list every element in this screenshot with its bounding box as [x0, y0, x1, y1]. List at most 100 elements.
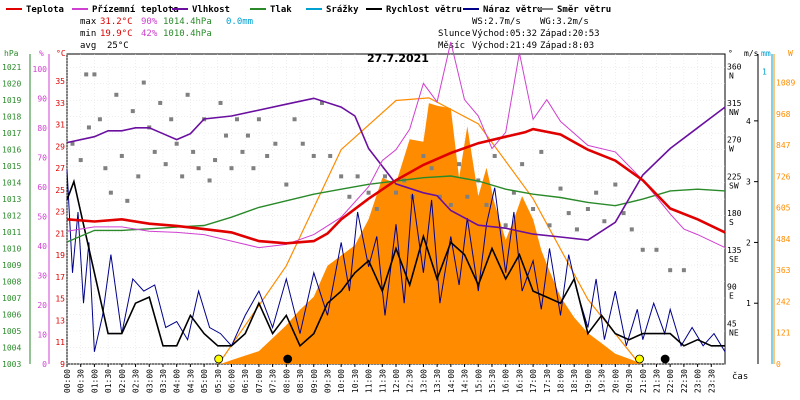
solar-axis-unit: W [788, 49, 793, 58]
x-tick-label: 18:00 [557, 369, 566, 393]
wind-direction-point [196, 166, 201, 171]
temperature-tick-label: 33 [55, 99, 65, 108]
stats-min-label: min [80, 29, 96, 39]
pressure-tick-label: 1020 [2, 80, 21, 89]
wind-direction-point [328, 153, 333, 158]
temperature-tick-label: 9 [60, 360, 65, 369]
wind-direction-point [613, 182, 618, 187]
clear-sky-radiation-line [218, 97, 640, 365]
wind-direction-point [374, 207, 379, 211]
x-tick-label: 13:00 [419, 369, 428, 393]
wind-direction-point [520, 162, 525, 167]
pressure-tick-label: 1008 [2, 278, 21, 287]
wind-direction-point [394, 190, 398, 195]
direction-tick-label: 135 [727, 246, 742, 255]
wind-direction-point [585, 207, 590, 211]
wind-direction-point [654, 247, 659, 252]
temperature-tick-label: 15 [55, 295, 65, 304]
wind-direction-point [681, 268, 686, 273]
x-tick-label: 08:30 [296, 369, 305, 393]
stats-min-hum: 42% [141, 29, 158, 39]
x-tick-label: 13:30 [433, 369, 442, 393]
direction-tick-label: 90 [727, 283, 737, 292]
pressure-tick-label: 1021 [2, 63, 21, 72]
temperature-tick-label: 11 [55, 338, 65, 347]
temperature-tick-label: 17 [55, 273, 65, 282]
stats-max-label: max [80, 17, 97, 27]
wind-direction-point [457, 162, 462, 167]
wind-direction-point [421, 153, 426, 158]
wind-direction-point [245, 133, 250, 138]
x-tick-label: 12:00 [392, 369, 401, 393]
x-tick-label: 00:00 [63, 369, 72, 393]
rain-tick-label: 1 [762, 68, 767, 77]
chart-legend: Teplota Přízemní teplota Vlhkost Tlak Srážky… [6, 4, 611, 15]
legend-label: Směr větru [557, 4, 611, 15]
temperature-tick-label: 23 [55, 208, 65, 217]
x-tick-label: 14:30 [461, 369, 470, 393]
direction-tick-name: NW [729, 108, 739, 117]
wind-direction-point [234, 117, 239, 122]
wind-direction-point [169, 117, 174, 122]
wind-direction-point [273, 141, 278, 146]
x-tick-label: 19:30 [598, 369, 607, 393]
solar-tick-label: 363 [776, 266, 791, 275]
pressure-tick-label: 1019 [2, 96, 21, 105]
wind-direction-point [207, 178, 212, 183]
rain-axis-unit: mm [761, 49, 771, 58]
x-tick-label: 20:30 [625, 369, 634, 393]
wind-direction-point [108, 190, 113, 195]
humidity-axis-unit: % [39, 49, 44, 58]
moonset-marker [283, 354, 293, 364]
x-tick-label: 09:30 [323, 369, 332, 393]
solar-radiation-area [220, 103, 643, 364]
wind-direction-point [629, 227, 634, 232]
sunset-marker [635, 354, 644, 364]
wind-tick-label: 2 [746, 238, 751, 247]
wind-direction-point [78, 158, 83, 163]
wind-ws: WS:2.7m/s [472, 17, 521, 27]
wind-direction-point [70, 141, 75, 146]
wind-direction-point [97, 117, 102, 122]
x-axis-label: čas [732, 371, 748, 382]
wind-direction-point [566, 211, 571, 216]
x-tick-label: 11:30 [378, 369, 387, 393]
x-tick-label: 14:00 [447, 369, 456, 393]
pressure-tick-label: 1004 [2, 344, 21, 353]
x-tick-label: 19:00 [584, 369, 593, 393]
x-tick-label: 06:30 [241, 369, 250, 393]
wind-direction-point [163, 162, 168, 167]
solar-tick-label: 121 [776, 329, 791, 338]
axes: hPa1003100410051006100710081009101010111… [2, 49, 795, 393]
x-tick-label: 21:30 [652, 369, 661, 393]
x-tick-label: 04:30 [186, 369, 195, 393]
stats-block: max 31.2°C 90% 1014.4hPa 0.0mm min 19.9°… [80, 17, 253, 51]
pressure-tick-label: 1014 [2, 179, 21, 188]
stats-max-press: 1014.4hPa [163, 17, 212, 27]
stats-min-temp: 19.9°C [100, 29, 133, 39]
stats-avg-temp: 25°C [107, 41, 129, 51]
stats-avg-label: avg [80, 41, 96, 51]
pressure-tick-label: 1017 [2, 129, 21, 138]
humidity-tick-label: 40 [37, 242, 47, 251]
wind-axis-unit: m/s [744, 49, 759, 58]
wind-direction-point [213, 158, 218, 163]
direction-tick-label: 45 [727, 319, 737, 328]
x-tick-label: 04:00 [173, 369, 182, 393]
humidity-tick-label: 90 [37, 94, 47, 103]
wind-direction-point [125, 198, 130, 203]
wind-direction-point [103, 166, 108, 171]
wind-direction-point [668, 268, 673, 273]
x-tick-label: 22:00 [666, 369, 675, 393]
direction-tick-name: SE [729, 255, 739, 264]
wind-tick-label: 3 [746, 178, 751, 187]
wind-direction-point [531, 207, 536, 211]
x-tick-label: 11:00 [365, 369, 374, 393]
direction-tick-name: W [729, 145, 734, 154]
x-tick-label: 16:00 [502, 369, 511, 393]
dew-point-line [66, 41, 726, 249]
wind-tick-label: 1 [746, 299, 751, 308]
wind-direction-point [229, 166, 234, 171]
moon-rise: Východ:21:49 [472, 41, 537, 51]
legend-label: Náraz větru [483, 4, 543, 15]
